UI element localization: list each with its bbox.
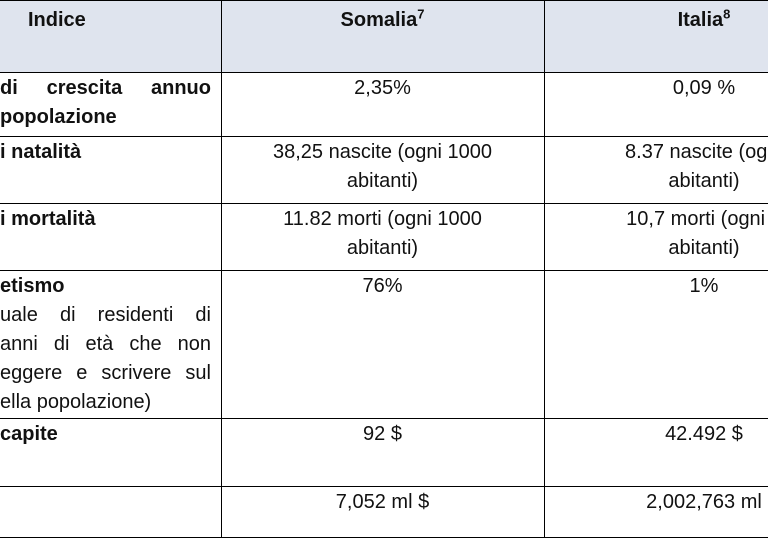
value-line: abitanti) (668, 170, 740, 192)
row-border (0, 203, 768, 204)
column-border (221, 0, 222, 537)
label-line: capite (0, 423, 58, 445)
label-line: anni di età che non (0, 333, 211, 355)
italia-value: 42.492 $ (544, 420, 768, 449)
row-border (0, 136, 768, 137)
value-line: 42.492 $ (665, 423, 743, 445)
row-border (0, 0, 768, 1)
label-line: popolazione (0, 106, 117, 128)
label-line: eggere e scrivere sul (0, 362, 211, 384)
footnote-ref: 8 (723, 6, 731, 22)
italia-value: 10,7 morti (ogni 1 abitanti) (544, 205, 768, 263)
row-label: i natalità (0, 138, 211, 167)
value-line: 2,35% (354, 77, 411, 99)
header-text: Italia (677, 9, 724, 31)
italia-value: 2,002,763 ml (544, 488, 768, 517)
value-line: 38,25 nascite (ogni 1000 (272, 141, 493, 163)
value-line: abitanti) (346, 170, 419, 192)
header-text: Somalia (340, 9, 418, 31)
label-line: uale di residenti di (0, 304, 211, 326)
somalia-value: 76% (221, 272, 544, 301)
somalia-value: 92 $ (221, 420, 544, 449)
value-line: 76% (362, 275, 403, 297)
somalia-value: 7,052 ml $ (221, 488, 544, 517)
row-border (0, 486, 768, 487)
row-label: etismo uale di residenti di anni di età ch… (0, 272, 211, 417)
label-line: ella popolazione) (0, 391, 152, 413)
header-index: Indice (28, 9, 86, 31)
column-border (544, 0, 545, 537)
value-line: 7,052 ml $ (335, 491, 430, 513)
label-line: di crescita annuo (0, 77, 211, 99)
somalia-value: 38,25 nascite (ogni 1000 abitanti) (221, 138, 544, 196)
value-line: 10,7 morti (ogni 1 (626, 208, 768, 230)
value-line: abitanti) (668, 237, 740, 259)
value-line: 92 $ (363, 423, 402, 445)
value-line: 1% (689, 275, 719, 297)
somalia-value: 11.82 morti (ogni 1000 abitanti) (221, 205, 544, 263)
value-line: abitanti) (346, 237, 419, 259)
row-border (0, 537, 768, 538)
row-border (0, 418, 768, 419)
footnote-ref: 7 (417, 6, 425, 22)
value-line: 8.37 nascite (ogni (625, 141, 768, 163)
italia-value: 0,09 % (544, 74, 768, 103)
somalia-value: 2,35% (221, 74, 544, 103)
row-label: i mortalità (0, 205, 211, 234)
header-italia: Italia8 (544, 6, 768, 35)
italia-value: 1% (544, 272, 768, 301)
value-line: 0,09 % (672, 77, 736, 99)
row-label: capite (0, 420, 211, 449)
label-line: etismo (0, 275, 65, 297)
row-border (0, 72, 768, 73)
label-line: i natalità (0, 141, 82, 163)
italia-value: 8.37 nascite (ogni abitanti) (544, 138, 768, 196)
value-line: 11.82 morti (ogni 1000 (283, 208, 482, 230)
row-border (0, 270, 768, 271)
row-label: di crescita annuo popolazione (0, 74, 211, 132)
label-line: i mortalità (0, 208, 96, 230)
header-somalia: Somalia7 (221, 6, 544, 35)
value-line: 2,002,763 ml (646, 491, 762, 513)
header-background (0, 0, 768, 72)
